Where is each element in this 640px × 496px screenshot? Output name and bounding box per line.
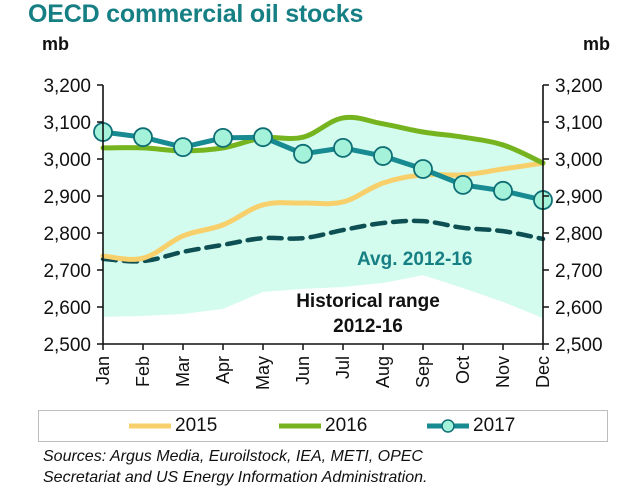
x-tick-label-aug: Aug: [373, 356, 393, 388]
series-line-avg-2012-16: [100, 218, 546, 264]
right-y-tick-label: 2,500: [555, 335, 603, 356]
x-tick-label-oct: Oct: [453, 356, 473, 384]
left-axis-unit: mb: [42, 34, 69, 54]
left-y-tick-label: 2,700: [43, 261, 91, 282]
x-tick-label-may: May: [253, 356, 273, 390]
series-line-2015: [100, 160, 546, 262]
left-y-tick-label: 3,000: [43, 150, 91, 171]
x-tick-label-jul: Jul: [333, 356, 353, 379]
left-y-tick-label: 3,100: [43, 113, 91, 134]
right-axis-unit: mb: [583, 34, 610, 54]
chart-plot: 2,500 2,500 2,600 2,600 2,700 2,700 2,800 2,800…: [43, 76, 603, 390]
legend-item-2015: 2015: [127, 414, 217, 438]
right-y-tick-label: 3,000: [555, 150, 603, 171]
legend-label-2016: 2016: [325, 415, 368, 436]
marker-2017-aug: [373, 146, 393, 166]
left-y-tick-label: 2,600: [43, 298, 91, 319]
legend-swatch-2017: [427, 419, 469, 433]
x-tick-label-feb: Feb: [133, 356, 153, 387]
range-annotation-line1: Historical range: [296, 291, 440, 312]
legend-marker-2017: [441, 419, 455, 433]
x-tick-label-mar: Mar: [173, 356, 193, 387]
marker-2017-sep: [413, 159, 433, 179]
range-annotation-line2: 2012-16: [333, 316, 403, 337]
sources-line-2: Secretariat and US Energy Information Ad…: [43, 469, 428, 486]
x-tick-label-jan: Jan: [93, 356, 113, 385]
marker-2017-jul: [333, 137, 353, 158]
x-tick-label-jun: Jun: [293, 356, 313, 385]
right-y-tick-label: 3,100: [555, 113, 603, 134]
legend-item-2017: 2017: [425, 414, 515, 438]
left-y-tick-label: 2,800: [43, 224, 91, 245]
right-y-tick-label: 2,900: [555, 187, 603, 208]
sources-line-1: Sources: Argus Media, Euroilstock, IEA, …: [43, 448, 423, 465]
right-y-tick-label: 2,700: [555, 261, 603, 282]
legend-swatch-2016: [279, 423, 321, 429]
right-y-tick-label: 2,600: [555, 298, 603, 319]
marker-2017-mar: [173, 137, 193, 158]
marker-2017-nov: [493, 180, 513, 201]
x-tick-label-apr: Apr: [213, 356, 233, 384]
historical-range-band: [103, 117, 543, 319]
marker-2017-may: [253, 127, 273, 148]
marker-2017-apr: [213, 128, 233, 148]
right-y-tick-label: 3,200: [555, 76, 603, 97]
marker-2017-feb: [133, 127, 153, 148]
legend: 2015 2016 2017: [38, 410, 608, 442]
sources-note: Sources: Argus Media, Euroilstock, IEA, …: [43, 446, 603, 488]
legend-label-2015: 2015: [175, 415, 218, 436]
x-tick-label-nov: Nov: [493, 356, 513, 388]
marker-2017-jun: [293, 143, 313, 164]
marker-2017-oct: [453, 174, 473, 195]
legend-item-2016: 2016: [277, 414, 367, 438]
avg-annotation: Avg. 2012-16: [357, 249, 472, 270]
x-tick-label-dec: Dec: [533, 356, 553, 388]
left-y-tick-label: 2,500: [43, 335, 91, 356]
x-tick-label-sep: Sep: [413, 356, 433, 388]
left-y-tick-label: 3,200: [43, 76, 91, 97]
left-y-tick-label: 2,900: [43, 187, 91, 208]
legend-swatch-2015: [129, 423, 171, 429]
legend-label-2017: 2017: [473, 415, 516, 436]
right-y-tick-label: 2,800: [555, 224, 603, 245]
chart-title: OECD commercial oil stocks: [28, 0, 364, 28]
